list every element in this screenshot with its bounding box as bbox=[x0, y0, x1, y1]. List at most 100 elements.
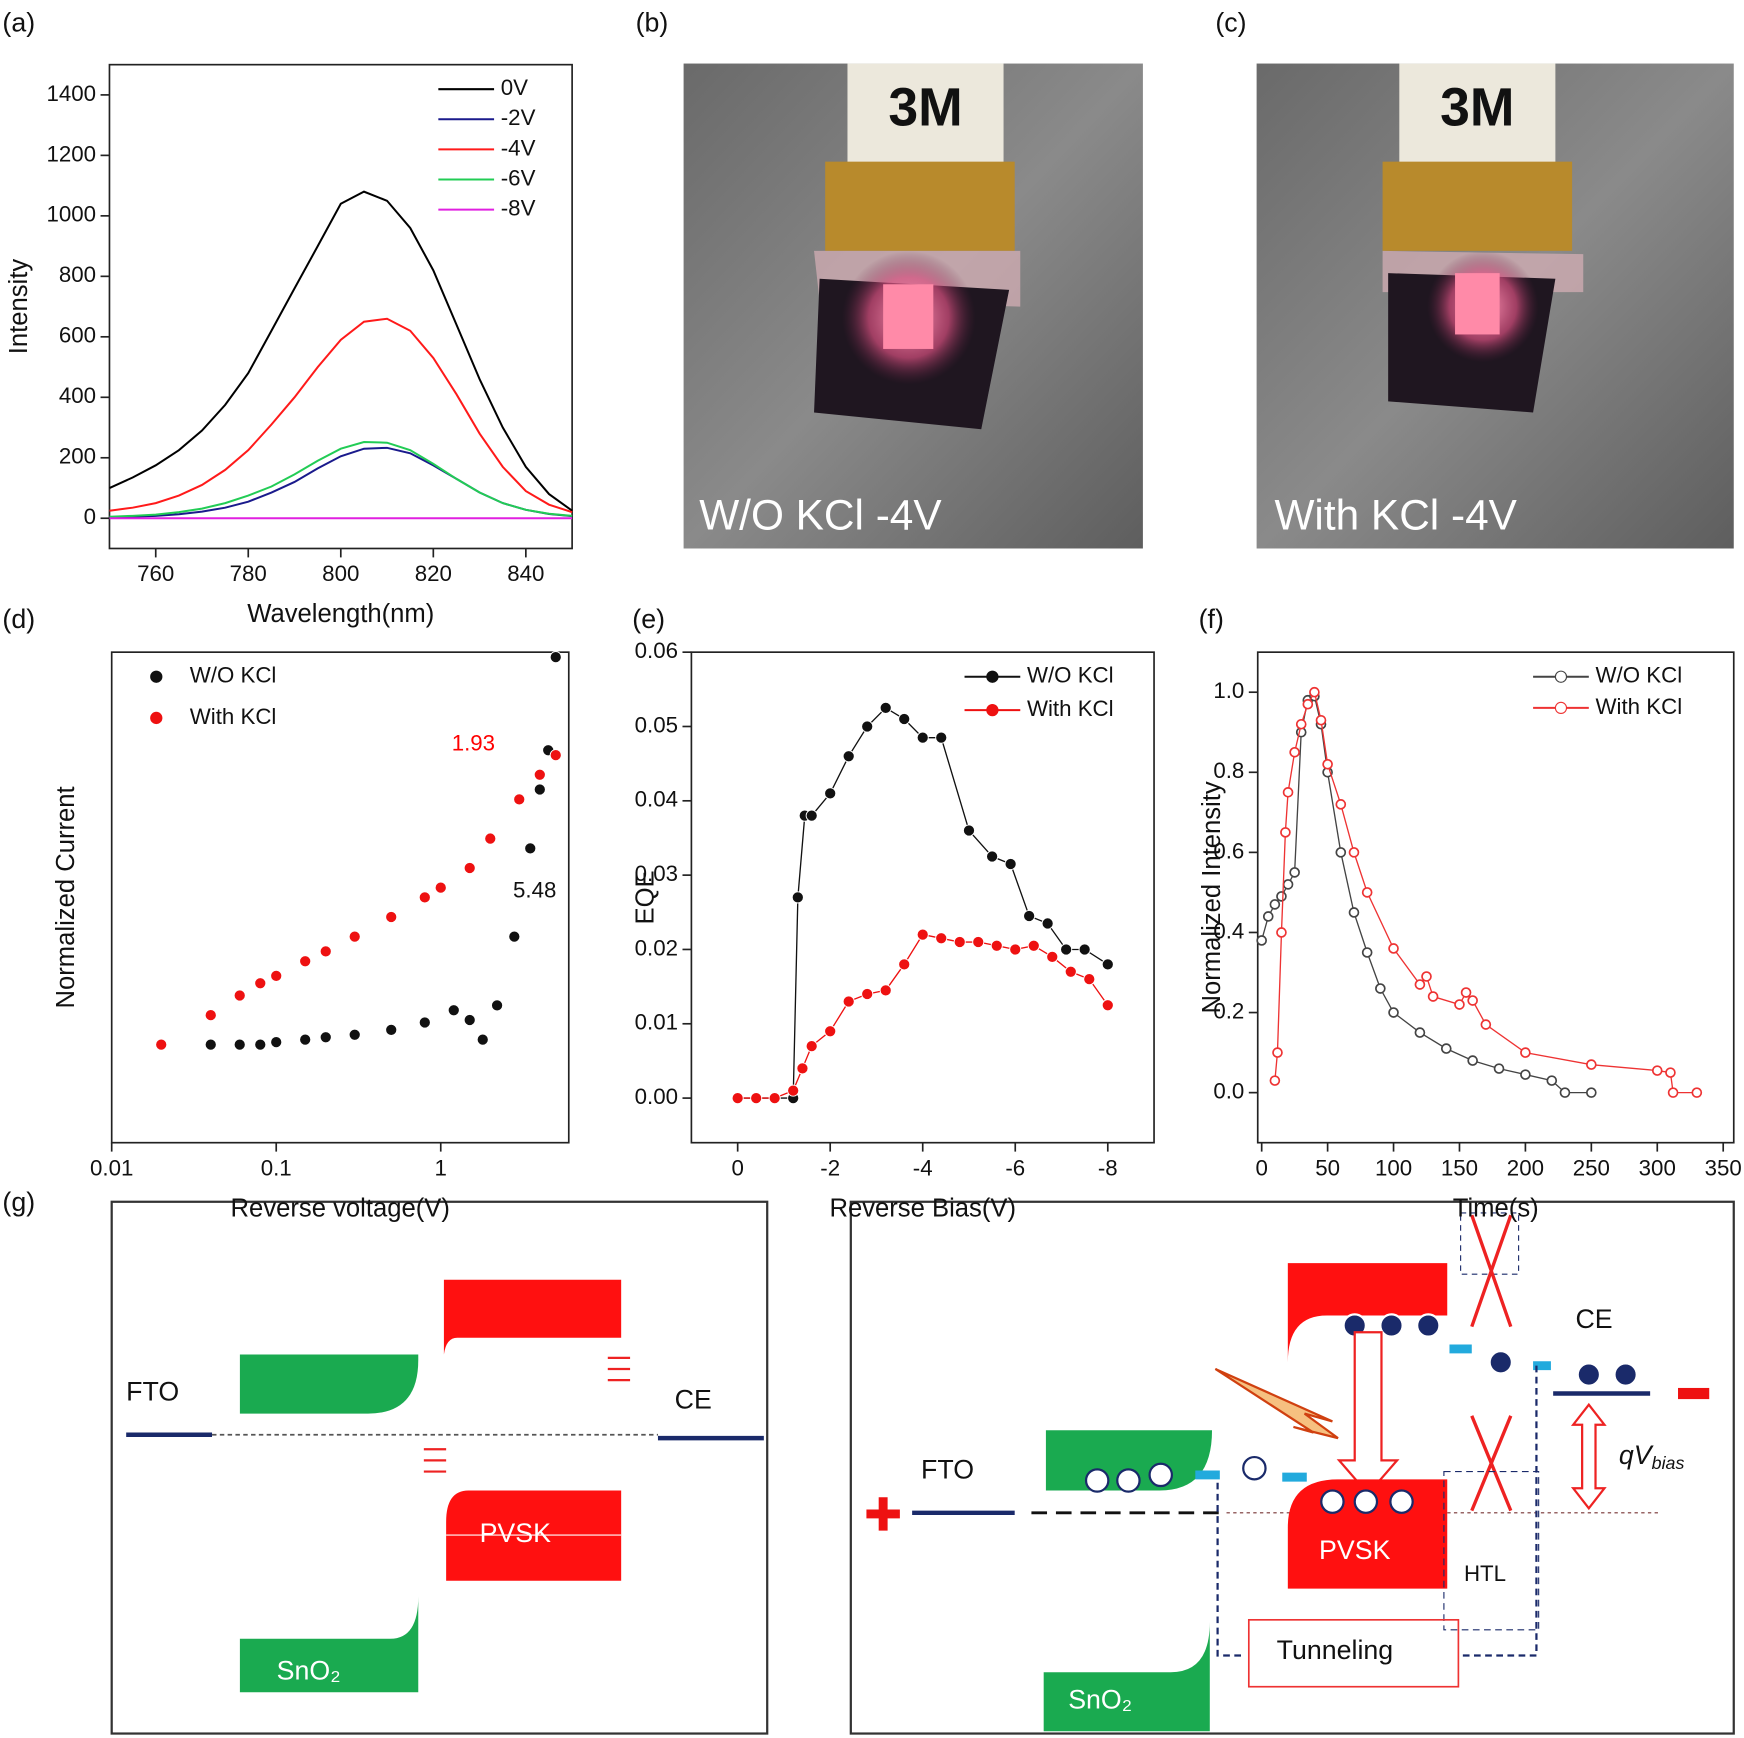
point bbox=[1009, 943, 1022, 956]
label-sno2: SnO₂ bbox=[277, 1655, 341, 1685]
point bbox=[1027, 939, 1040, 952]
point bbox=[824, 1025, 837, 1038]
x-tick-label: 760 bbox=[137, 561, 174, 586]
label-ce: CE bbox=[1575, 1304, 1612, 1334]
y-tick-label: 1200 bbox=[47, 141, 97, 166]
sno2-vb bbox=[239, 1596, 419, 1693]
point bbox=[484, 832, 497, 845]
label-tunneling: Tunneling bbox=[1277, 1635, 1394, 1665]
legend-label: -2V bbox=[501, 105, 536, 130]
point bbox=[1064, 965, 1077, 978]
point bbox=[1348, 907, 1360, 918]
minus-sign bbox=[1678, 1387, 1710, 1400]
series-line bbox=[1274, 690, 1697, 1094]
point bbox=[1282, 879, 1294, 890]
point bbox=[1289, 746, 1300, 758]
y-tick-label: 0.00 bbox=[635, 1084, 678, 1109]
chart: (a) 760 780 800 820 840 0 200 400 600 800 1000 1200 1… bbox=[2, 8, 573, 628]
point bbox=[842, 750, 855, 763]
label-fto: FTO bbox=[921, 1455, 974, 1485]
point bbox=[385, 1023, 398, 1036]
trap-levels bbox=[423, 1356, 631, 1473]
point bbox=[385, 911, 398, 924]
y-tick-label: 600 bbox=[59, 323, 96, 348]
point bbox=[233, 1038, 246, 1051]
point bbox=[549, 749, 562, 762]
point bbox=[319, 945, 332, 958]
legend-label: W/O KCl bbox=[1596, 663, 1683, 688]
point bbox=[1665, 1067, 1676, 1078]
point bbox=[1691, 1087, 1703, 1098]
point bbox=[533, 768, 546, 781]
y-tick-label: 1.0 bbox=[1213, 678, 1244, 703]
y-tick-label: 0.04 bbox=[635, 787, 678, 812]
x-tick-label: 0 bbox=[1255, 1155, 1267, 1180]
point bbox=[1041, 917, 1054, 930]
y-tick-label: 800 bbox=[59, 262, 96, 287]
series-line bbox=[737, 933, 1109, 1099]
plot-frame bbox=[690, 651, 1155, 1144]
point bbox=[508, 930, 521, 943]
arrow-down bbox=[1336, 1331, 1400, 1496]
point bbox=[1335, 799, 1347, 810]
y-tick-label: 1000 bbox=[47, 202, 97, 227]
x-axis-title: Wavelength(nm) bbox=[247, 600, 434, 628]
legend-marker bbox=[150, 711, 163, 725]
x-tick-label: 820 bbox=[415, 561, 452, 586]
point bbox=[1289, 867, 1300, 878]
point bbox=[1388, 1007, 1399, 1018]
point bbox=[1493, 1063, 1505, 1074]
y-tick-label: 0 bbox=[84, 504, 96, 529]
point bbox=[1559, 1087, 1571, 1098]
kapton bbox=[1382, 161, 1573, 251]
legend-label: With KCl bbox=[190, 704, 277, 729]
point bbox=[1272, 1047, 1283, 1058]
y-tick-label: 0.06 bbox=[635, 638, 678, 663]
point bbox=[1282, 787, 1294, 798]
point bbox=[348, 1028, 361, 1041]
point bbox=[935, 932, 948, 945]
label-fto: FTO bbox=[126, 1377, 179, 1407]
y-tick-label: 0.01 bbox=[635, 1010, 678, 1035]
logo: 3M bbox=[888, 79, 962, 138]
point bbox=[1269, 899, 1281, 910]
series-line bbox=[109, 190, 573, 512]
sno2-vb bbox=[1043, 1622, 1210, 1732]
point bbox=[1454, 999, 1465, 1010]
x-tick-label: -2 bbox=[820, 1155, 840, 1180]
legend-label: -8V bbox=[501, 195, 536, 220]
qv: qV bbox=[1619, 1440, 1654, 1470]
label-pvsk: PVSK bbox=[480, 1518, 552, 1548]
x-tick-label: 250 bbox=[1573, 1155, 1610, 1180]
point bbox=[972, 936, 985, 949]
point bbox=[1078, 943, 1091, 956]
x-tick-label: 150 bbox=[1441, 1155, 1478, 1180]
point bbox=[533, 783, 546, 796]
point bbox=[299, 955, 312, 968]
point bbox=[1361, 947, 1373, 958]
arrow-bias bbox=[1570, 1402, 1607, 1511]
point bbox=[1269, 1075, 1281, 1086]
point bbox=[953, 936, 966, 949]
point bbox=[463, 861, 476, 875]
x-tick-label: 0 bbox=[731, 1155, 743, 1180]
point bbox=[731, 1092, 744, 1105]
x-tick-label: 0.01 bbox=[90, 1155, 133, 1180]
panel-label: (c) bbox=[1215, 8, 1246, 38]
diagram: (g) FTO CE PVSK SnO₂ FTO CE qVbi bbox=[2, 1187, 1735, 1735]
chart: (e) 0 -2 -4 -6 -8 0.00 0.01 0.02 0.03 0.04 0.05 0.06… bbox=[632, 604, 1155, 1222]
chart: (d) 0.01 0.1 1 Reverse voltage(V) Normalized … bbox=[2, 604, 570, 1222]
point bbox=[1427, 991, 1439, 1002]
legend-label: With KCl bbox=[1027, 696, 1114, 721]
point bbox=[1520, 1047, 1531, 1058]
x-tick-label: 50 bbox=[1315, 1155, 1340, 1180]
point bbox=[524, 842, 537, 855]
tunneling-box bbox=[1247, 1618, 1460, 1688]
legend-label: -4V bbox=[501, 135, 536, 160]
y-tick-label: 0.05 bbox=[635, 712, 678, 737]
point bbox=[476, 1033, 489, 1046]
point bbox=[805, 809, 818, 822]
point bbox=[879, 701, 892, 714]
